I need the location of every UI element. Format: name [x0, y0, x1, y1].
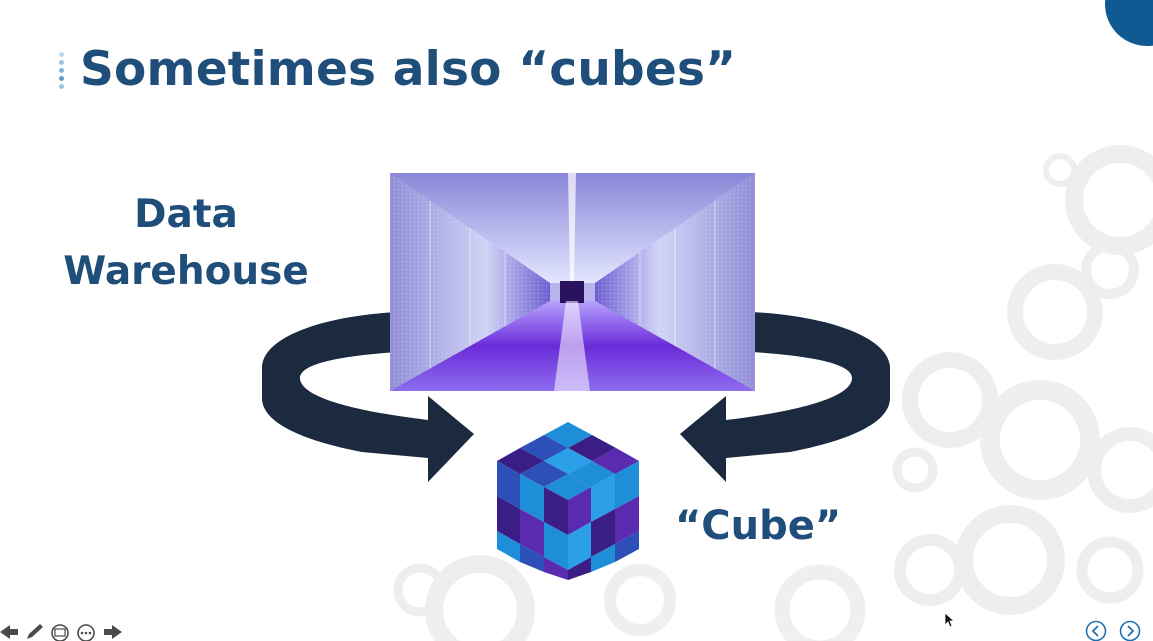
- data-warehouse-label-line-1: Data: [134, 192, 238, 237]
- next-slide-icon[interactable]: [1119, 620, 1141, 641]
- data-warehouse-label-line-2: Warehouse: [63, 249, 309, 294]
- slides-icon[interactable]: [51, 624, 69, 641]
- cube-label: “Cube”: [675, 503, 842, 549]
- arrow-right-icon[interactable]: [104, 625, 122, 639]
- previous-slide-icon[interactable]: [1085, 620, 1107, 641]
- pen-icon[interactable]: [27, 624, 43, 639]
- more-icon[interactable]: [77, 624, 95, 641]
- data-warehouse-label: Data Warehouse: [60, 186, 312, 300]
- arrow-left-icon[interactable]: [0, 625, 18, 639]
- mouse-cursor-icon: [944, 612, 956, 628]
- title-dots-icon: [58, 52, 66, 92]
- slide-title: Sometimes also “cubes”: [80, 42, 737, 97]
- slide-navigation: [1085, 620, 1143, 641]
- cube-icon: [497, 422, 639, 580]
- data-center-image: [390, 173, 755, 391]
- presenter-toolbar: [0, 622, 125, 641]
